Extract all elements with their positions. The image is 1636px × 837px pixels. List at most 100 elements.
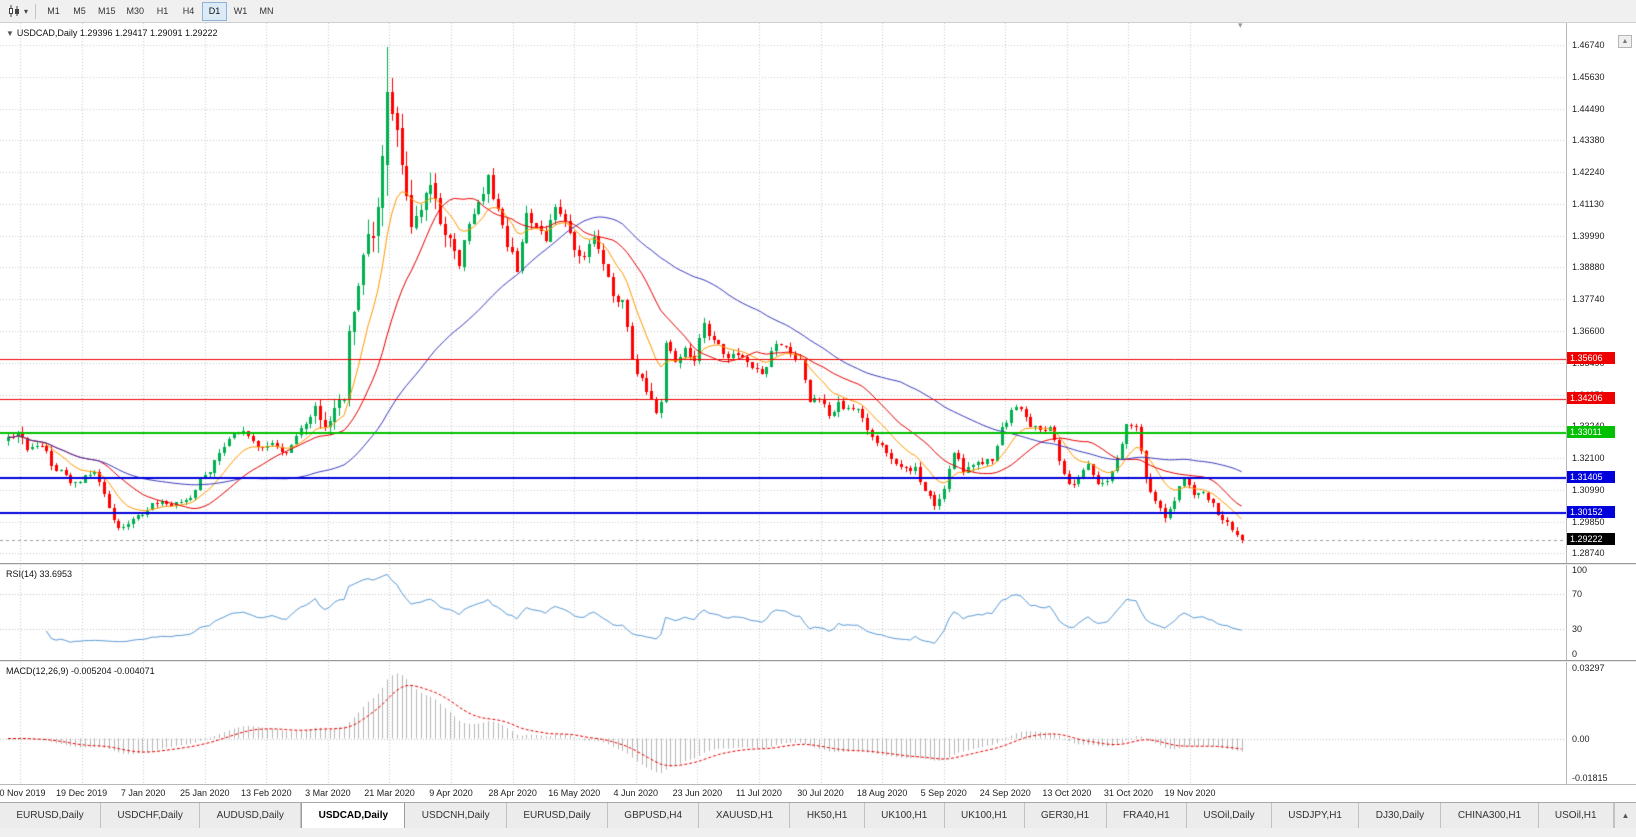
status-strip bbox=[0, 828, 1636, 837]
chart-tab-usdcad-daily[interactable]: USDCAD,Daily bbox=[301, 803, 406, 828]
time-axis-label: 28 Apr 2020 bbox=[488, 788, 537, 798]
timeframe-button-m30[interactable]: M30 bbox=[126, 5, 145, 16]
price-tick: 1.46740 bbox=[1572, 40, 1605, 51]
chart-tab-usdchf-daily[interactable]: USDCHF,Daily bbox=[100, 803, 201, 828]
timeframe-button-w1[interactable]: W1 bbox=[233, 5, 248, 16]
support-level-green-price-tag[interactable]: 1.33011 bbox=[1567, 425, 1615, 438]
chart-tab-dj30-daily[interactable]: DJ30,Daily bbox=[1359, 803, 1442, 828]
rsi-tick: 30 bbox=[1572, 623, 1583, 634]
price-tick: 1.29850 bbox=[1572, 516, 1605, 527]
rsi-canvas[interactable] bbox=[0, 565, 1566, 660]
chart-tabbar: EURUSD,Daily USDCHF,Daily AUDUSD,Daily USDC… bbox=[0, 802, 1636, 828]
macd-tick: 0.00 bbox=[1572, 733, 1590, 744]
timeframe-button-m1[interactable]: M1 bbox=[47, 5, 60, 16]
resistance-level-2-price-tag[interactable]: 1.34206 bbox=[1567, 391, 1615, 404]
chart-tab-fra40-h1[interactable]: FRA40,H1 bbox=[1106, 803, 1188, 828]
price-tick: 1.30990 bbox=[1572, 484, 1605, 495]
macd-tick: 0.03297 bbox=[1572, 663, 1605, 673]
macd-tick: -0.01815 bbox=[1572, 773, 1608, 783]
time-axis-label: 24 Sep 2020 bbox=[979, 788, 1031, 798]
time-axis-label: 31 Oct 2020 bbox=[1103, 788, 1153, 798]
tabbar-up-arrow-button[interactable]: ▲ bbox=[1614, 803, 1636, 828]
time-axis-label: 3 Mar 2020 bbox=[305, 788, 351, 798]
time-axis-label: 16 May 2020 bbox=[548, 788, 601, 798]
price-tick: 1.45630 bbox=[1572, 71, 1605, 82]
price-tick: 1.44490 bbox=[1572, 103, 1605, 114]
pane-separator-rsi[interactable] bbox=[0, 563, 1636, 565]
timeframe-button-d1[interactable]: D1 bbox=[202, 1, 228, 21]
time-axis-label: 11 Jul 2020 bbox=[736, 788, 782, 798]
time-axis-label: 7 Jan 2020 bbox=[120, 788, 166, 798]
rsi-tick: 100 bbox=[1572, 565, 1588, 575]
macd-axis: 0.03297 0.00 -0.01815 bbox=[1566, 662, 1636, 784]
rsi-title: RSI(14) 33.6953 bbox=[6, 569, 73, 579]
timeframe-toolbar: M1 M5 M15 M30 H1 H4 D1 W1 MN bbox=[41, 1, 280, 21]
price-tick: 1.42240 bbox=[1572, 167, 1605, 178]
top-toolbar: ▾ M1 M5 M15 M30 H1 H4 D1 W1 MN bbox=[0, 0, 1636, 23]
price-tick: 1.32100 bbox=[1572, 453, 1605, 464]
chart-tab-uk100-h1[interactable]: UK100,H1 bbox=[944, 803, 1025, 828]
chart-tab-china300-h1[interactable]: CHINA300,H1 bbox=[1441, 803, 1539, 828]
main-price-axis[interactable]: 1.46740 1.45630 1.44490 1.43380 1.42240 1.411… bbox=[1566, 23, 1636, 563]
chart-title: ▼ USDCAD,Daily 1.29396 1.29417 1.29091 1.… bbox=[6, 28, 218, 38]
chart-tab-uk100-h1[interactable]: UK100,H1 bbox=[864, 803, 945, 828]
chart-tab-gbpusd-h4[interactable]: GBPUSD,H4 bbox=[607, 803, 700, 828]
chart-tab-xauusd-h1[interactable]: XAUUSD,H1 bbox=[699, 803, 791, 828]
timeframe-button-m5[interactable]: M5 bbox=[73, 5, 86, 16]
rsi-tick: 70 bbox=[1572, 589, 1583, 600]
toolbar-separator bbox=[35, 3, 37, 19]
timeframe-button-h1[interactable]: H1 bbox=[156, 5, 169, 16]
chart-tabbar-tabs: EURUSD,Daily USDCHF,Daily AUDUSD,Daily USDC… bbox=[0, 803, 1614, 828]
chart-tab-audusd-daily[interactable]: AUDUSD,Daily bbox=[200, 803, 302, 828]
one-click-trading-toggle-icon[interactable]: ▼ bbox=[6, 29, 14, 38]
chart-tab-usdcnh-daily[interactable]: USDCNH,Daily bbox=[405, 803, 507, 828]
time-axis-label: 13 Oct 2020 bbox=[1042, 788, 1092, 798]
chart-title-text: USDCAD,Daily 1.29396 1.29417 1.29091 1.2… bbox=[16, 28, 218, 38]
resistance-level-1-price-tag[interactable]: 1.35606 bbox=[1567, 352, 1615, 365]
bid-price-tag: 1.29222 bbox=[1567, 532, 1615, 545]
timeframe-button-mn[interactable]: MN bbox=[259, 5, 274, 16]
chart-type-icon[interactable] bbox=[5, 2, 23, 20]
macd-title: MACD(12,26,9) -0.005204 -0.004071 bbox=[6, 666, 155, 676]
chart-shift-marker[interactable]: ▾ bbox=[1238, 20, 1243, 30]
support-level-blue-1-price-tag[interactable]: 1.31405 bbox=[1567, 470, 1615, 483]
time-axis-label: 4 Jun 2020 bbox=[613, 788, 659, 798]
chart-type-dropdown-caret-icon[interactable]: ▾ bbox=[24, 6, 29, 16]
timeframe-button-h4[interactable]: H4 bbox=[182, 5, 195, 16]
rsi-tick: 0 bbox=[1572, 649, 1578, 659]
price-tick: 1.43380 bbox=[1572, 135, 1605, 146]
chart-tab-eurusd-daily[interactable]: EURUSD,Daily bbox=[0, 803, 101, 828]
scrollbar-up-button[interactable]: ▲ bbox=[1618, 35, 1632, 48]
chart-tab-eurusd-daily[interactable]: EURUSD,Daily bbox=[506, 803, 608, 828]
time-axis-label: 5 Sep 2020 bbox=[920, 788, 967, 798]
chart-window: 1.46740 1.45630 1.44490 1.43380 1.42240 1.411… bbox=[0, 20, 1636, 802]
time-axis-label: 30 Jul 2020 bbox=[797, 788, 844, 798]
chart-tab-hk50-h1[interactable]: HK50,H1 bbox=[790, 803, 865, 828]
rsi-axis: 100 70 30 0 bbox=[1566, 565, 1636, 660]
pane-separator-macd[interactable] bbox=[0, 660, 1636, 662]
time-axis-label: 19 Dec 2019 bbox=[56, 788, 108, 798]
macd-canvas[interactable] bbox=[0, 662, 1566, 784]
time-axis-label: 19 Nov 2020 bbox=[1164, 788, 1216, 798]
price-tick: 1.36600 bbox=[1572, 326, 1605, 337]
time-axis[interactable]: 30 Nov 2019 19 Dec 2019 7 Jan 2020 25 Jan 2… bbox=[0, 784, 1636, 802]
time-axis-label: 23 Jun 2020 bbox=[672, 788, 723, 798]
chart-tab-usoil-daily[interactable]: USOil,Daily bbox=[1187, 803, 1272, 828]
price-tick: 1.38880 bbox=[1572, 262, 1605, 273]
support-level-blue-2-price-tag[interactable]: 1.30152 bbox=[1567, 506, 1615, 519]
time-axis-label: 21 Mar 2020 bbox=[364, 788, 415, 798]
time-axis-label: 18 Aug 2020 bbox=[856, 788, 908, 798]
time-axis-label: 9 Apr 2020 bbox=[429, 788, 473, 798]
chart-tab-ger30-h1[interactable]: GER30,H1 bbox=[1024, 803, 1107, 828]
time-axis-label: 13 Feb 2020 bbox=[241, 788, 292, 798]
timeframe-button-m15[interactable]: M15 bbox=[98, 5, 116, 16]
chart-tab-usdjpy-h1[interactable]: USDJPY,H1 bbox=[1271, 803, 1360, 828]
price-tick: 1.37740 bbox=[1572, 294, 1605, 305]
price-tick: 1.39990 bbox=[1572, 230, 1605, 241]
time-axis-label: 25 Jan 2020 bbox=[179, 788, 230, 798]
price-tick: 1.41130 bbox=[1572, 198, 1604, 209]
main-chart-canvas[interactable] bbox=[0, 23, 1566, 563]
chart-tab-usoil-h1[interactable]: USOil,H1 bbox=[1538, 803, 1614, 828]
time-axis-label: 30 Nov 2019 bbox=[0, 788, 46, 798]
price-tick: 1.28740 bbox=[1572, 548, 1605, 559]
